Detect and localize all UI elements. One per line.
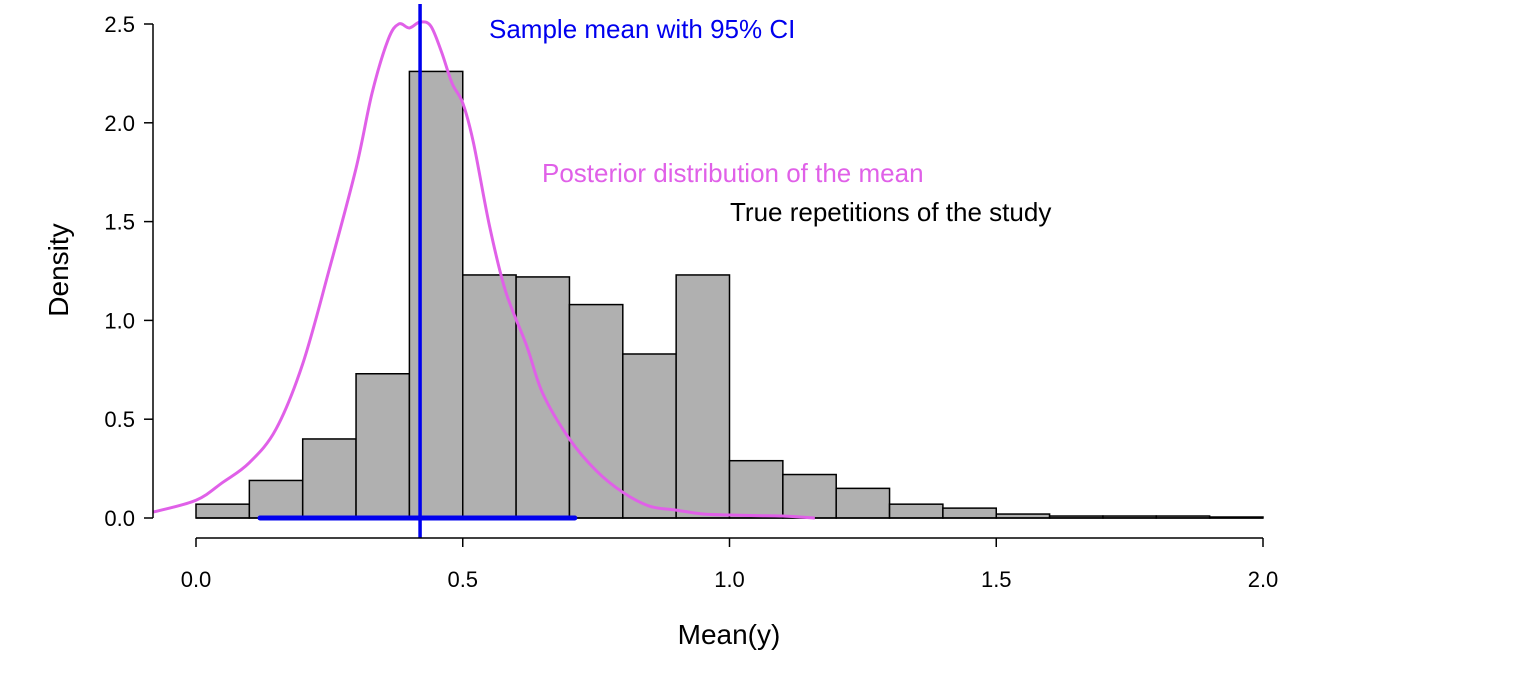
histogram-bar [568, 303, 624, 519]
x-tick-label: 1.5 [981, 567, 1012, 592]
histogram-bar [888, 503, 944, 519]
histogram-bar [942, 507, 998, 519]
histogram-bar [408, 70, 464, 519]
y-tick-label: 0.0 [104, 506, 135, 531]
histogram-bars [195, 70, 1264, 519]
histogram-bar [462, 274, 517, 519]
x-tick-label: 0.5 [447, 567, 478, 592]
y-axis: 0.0 0.5 1.0 1.5 2.0 2.5 [104, 12, 154, 531]
y-tick-label: 2.5 [104, 12, 135, 37]
x-tick-label: 0.0 [181, 567, 212, 592]
y-axis-title: Density [43, 223, 74, 316]
histogram-bar [515, 276, 571, 519]
x-tick-label: 1.0 [714, 567, 745, 592]
histogram-bar [728, 459, 784, 519]
histogram-bar [355, 373, 411, 519]
histogram-bar [248, 479, 304, 519]
histogram-bar [622, 353, 677, 519]
histogram-bar [301, 438, 357, 519]
annotation-posterior: Posterior distribution of the mean [542, 158, 924, 188]
y-tick-label: 0.5 [104, 407, 135, 432]
x-axis: 0.0 0.5 1.0 1.5 2.0 [181, 537, 1279, 592]
histogram-bar [195, 503, 251, 519]
y-tick-label: 2.0 [104, 111, 135, 136]
x-axis-title: Mean(y) [678, 619, 781, 650]
x-tick-label: 2.0 [1248, 567, 1279, 592]
density-curve [152, 20, 815, 520]
annotation-true-repetitions: True repetitions of the study [730, 197, 1051, 227]
histogram-bar [782, 473, 837, 519]
y-tick-label: 1.0 [104, 308, 135, 333]
y-tick-label: 1.5 [104, 210, 135, 235]
histogram-bar [675, 274, 731, 519]
histogram-bar [835, 487, 891, 519]
density-curve-group [152, 20, 815, 520]
annotation-sample-mean: Sample mean with 95% CI [489, 14, 795, 44]
